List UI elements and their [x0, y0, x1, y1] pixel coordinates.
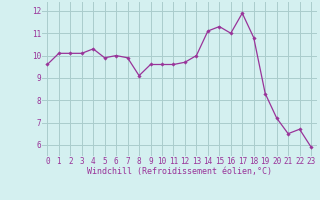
X-axis label: Windchill (Refroidissement éolien,°C): Windchill (Refroidissement éolien,°C) — [87, 167, 272, 176]
